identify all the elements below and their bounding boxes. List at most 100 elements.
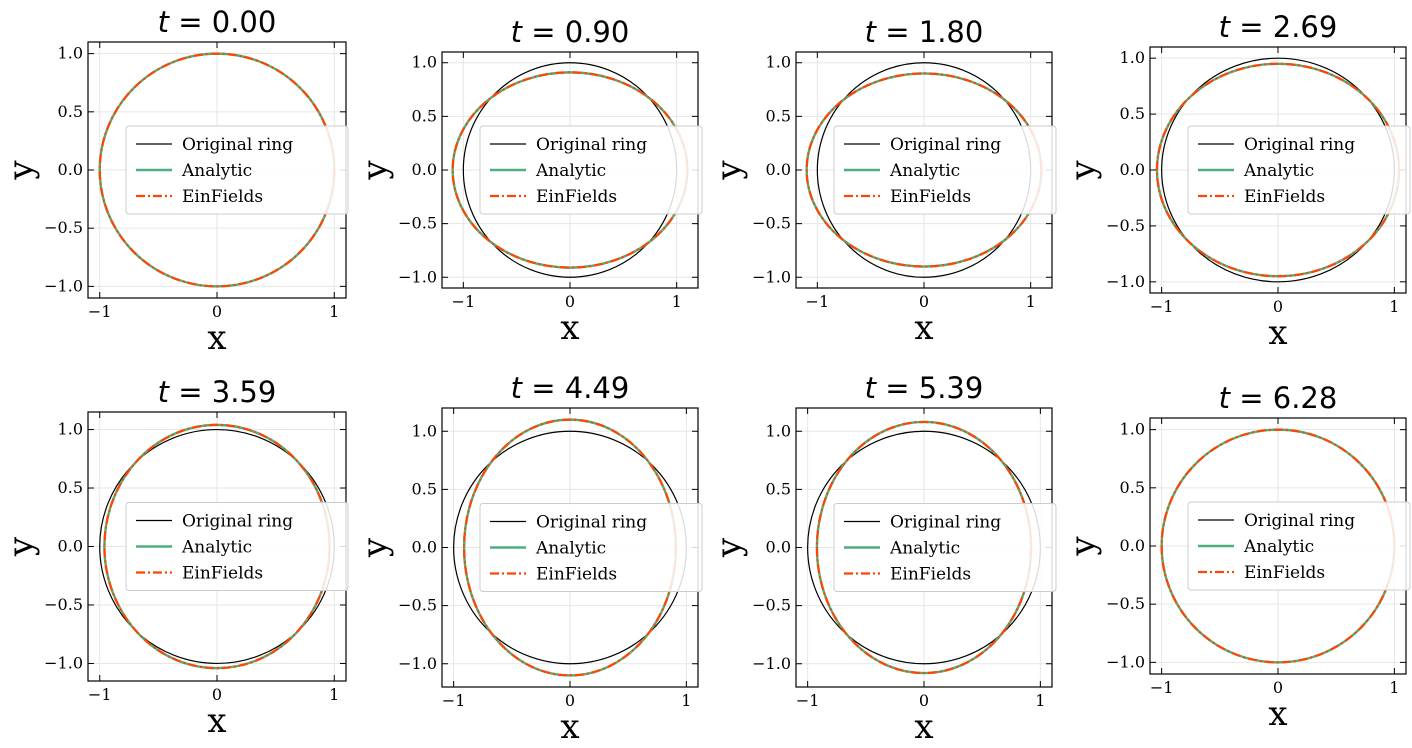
y-tick-label: 0.5	[1120, 478, 1145, 497]
chart-panel-1: −1 0 1 1.0 0.5 0.0 −0.5 −1.0 x y t = 0.00 Original …	[1, 5, 349, 358]
title-equals: =	[522, 371, 565, 405]
x-tick-label: 0	[1273, 678, 1283, 697]
y-axis-label: y	[1063, 160, 1103, 181]
title-variable: t	[158, 5, 171, 39]
legend: Original ring Analytic EinFields	[833, 503, 1057, 592]
title-variable: t	[511, 15, 524, 49]
legend-label: Analytic	[1243, 537, 1314, 557]
title-value: 0.90	[565, 15, 630, 49]
y-tick-label: −0.5	[44, 595, 83, 614]
y-tick-label: −0.5	[44, 218, 83, 237]
x-axis-label: x	[914, 707, 933, 747]
title-variable: t	[865, 371, 878, 405]
legend-label: EinFields	[536, 187, 617, 207]
y-tick-label: 0.5	[412, 479, 437, 498]
y-tick-label: −1.0	[44, 653, 83, 672]
x-tick-label: 0	[919, 691, 929, 710]
y-tick-label: 1.0	[58, 420, 83, 439]
y-tick-label: −1.0	[1106, 272, 1145, 291]
legend: Original ring Analytic EinFields	[479, 503, 703, 592]
x-tick-label: 1	[329, 685, 339, 704]
x-tick-label: 1	[1389, 678, 1399, 697]
legend-label: Original ring	[1244, 135, 1355, 155]
x-tick-label: −1	[1150, 678, 1174, 697]
legend-label: Original ring	[890, 513, 1001, 533]
legend-label: Analytic	[889, 161, 960, 181]
title-equals: =	[169, 5, 212, 39]
legend-label: EinFields	[890, 565, 971, 585]
y-tick-label: 1.0	[412, 421, 437, 440]
x-tick-label: −1	[796, 691, 820, 710]
y-axis-label: y	[709, 537, 749, 558]
x-tick-label: 0	[212, 302, 222, 321]
title-value: 3.59	[212, 375, 277, 409]
title-value: 6.28	[1273, 381, 1338, 415]
y-tick-label: 0.0	[1120, 160, 1145, 179]
x-axis-label: x	[560, 308, 579, 348]
title-equals: =	[169, 375, 212, 409]
legend-label: Original ring	[182, 512, 293, 532]
y-tick-label: −1.0	[398, 267, 437, 286]
y-tick-label: −1.0	[44, 276, 83, 295]
y-tick-label: 0.5	[1120, 104, 1145, 123]
panel-title: t = 0.90	[511, 15, 630, 49]
y-tick-label: 1.0	[58, 44, 83, 63]
ticks	[1150, 47, 1406, 293]
legend-label: Original ring	[182, 135, 293, 155]
x-axis-label: x	[207, 318, 226, 358]
panel-title: t = 3.59	[158, 375, 277, 409]
chart-panel-7: −1 0 1 1.0 0.5 0.0 −0.5 −1.0 x y t = 5.39 Original …	[709, 371, 1057, 747]
x-tick-label: 1	[672, 292, 682, 311]
legend-box	[1187, 501, 1411, 591]
x-tick-label: 0	[565, 292, 575, 311]
y-tick-label: 1.0	[1120, 420, 1145, 439]
x-tick-label: 0	[212, 685, 222, 704]
y-tick-label: −0.5	[752, 214, 791, 233]
legend-label: EinFields	[182, 564, 263, 584]
legend: Original ring Analytic EinFields	[833, 125, 1057, 215]
y-tick-label: 1.0	[412, 53, 437, 72]
title-variable: t	[865, 15, 878, 49]
legend-label: Analytic	[1243, 161, 1314, 181]
ticks	[88, 412, 346, 681]
y-axis-label: y	[1, 160, 41, 181]
panel-title: t = 0.00	[158, 5, 277, 39]
title-equals: =	[876, 15, 919, 49]
legend-label: EinFields	[1244, 563, 1325, 583]
title-equals: =	[876, 371, 919, 405]
legend-label: Original ring	[536, 513, 647, 533]
y-axis-label: y	[1, 536, 41, 557]
legend-box	[833, 125, 1057, 215]
legend-label: EinFields	[536, 565, 617, 585]
y-tick-label: 0.5	[766, 106, 791, 125]
x-tick-label: −1	[1150, 297, 1174, 316]
y-tick-label: 0.0	[412, 160, 437, 179]
legend-label: EinFields	[182, 187, 263, 207]
x-axis-label: x	[1268, 694, 1287, 734]
x-tick-label: 1	[1035, 691, 1045, 710]
y-tick-label: 0.0	[58, 160, 83, 179]
legend-label: Analytic	[181, 538, 252, 558]
y-tick-label: −1.0	[1106, 652, 1145, 671]
x-tick-label: 1	[1389, 297, 1399, 316]
y-tick-label: 0.5	[58, 102, 83, 121]
y-tick-label: 0.5	[412, 106, 437, 125]
panel-title: t = 5.39	[865, 371, 984, 405]
x-tick-label: 1	[329, 302, 339, 321]
legend-box	[125, 502, 349, 591]
legend: Original ring Analytic EinFields	[479, 125, 703, 215]
y-axis-label: y	[709, 160, 749, 181]
legend-box	[1187, 125, 1411, 215]
title-value: 0.00	[212, 5, 277, 39]
x-tick-label: 1	[1026, 292, 1036, 311]
y-tick-label: 1.0	[766, 53, 791, 72]
panel-title: t = 6.28	[1219, 381, 1338, 415]
legend: Original ring Analytic EinFields	[1187, 125, 1411, 215]
chart-panel-3: −1 0 1 1.0 0.5 0.0 −0.5 −1.0 x y t = 1.80 Original …	[709, 15, 1057, 348]
x-tick-label: −1	[88, 685, 112, 704]
x-tick-label: 0	[919, 292, 929, 311]
x-tick-label: −1	[442, 691, 466, 710]
legend-label: Original ring	[890, 135, 1001, 155]
y-tick-label: 0.0	[1120, 536, 1145, 555]
y-tick-label: −1.0	[398, 654, 437, 673]
